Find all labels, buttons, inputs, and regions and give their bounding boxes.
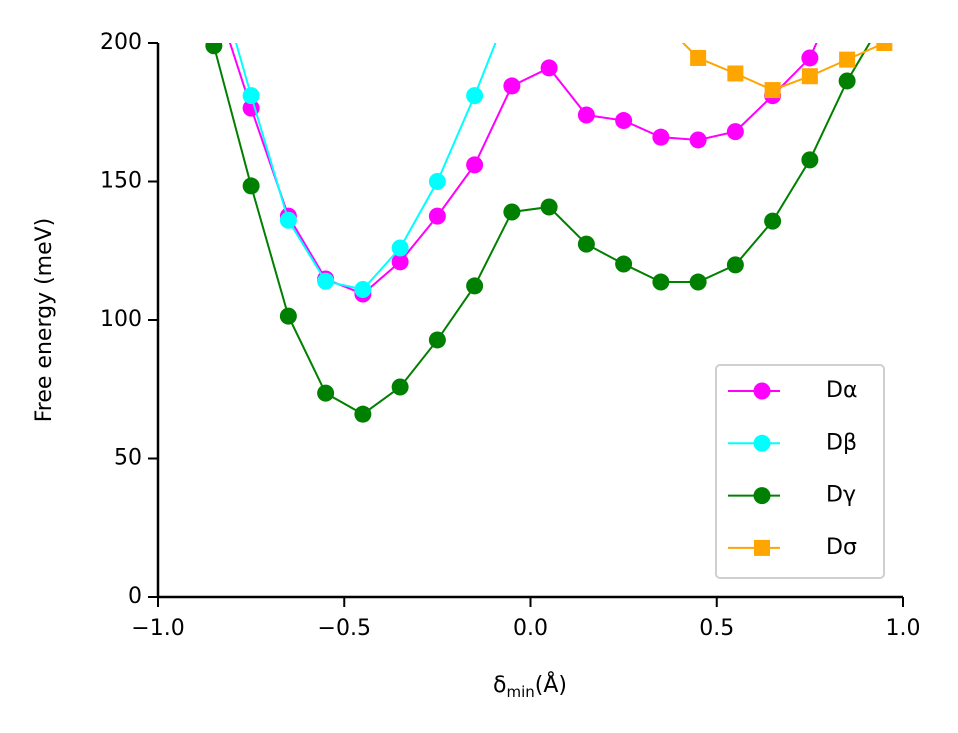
data-point (652, 273, 670, 291)
legend-label: Dβ (826, 430, 857, 455)
data-point (391, 239, 409, 257)
y-tick-label: 150 (100, 169, 142, 194)
data-point (279, 211, 297, 229)
data-point (242, 177, 260, 195)
data-point (317, 384, 335, 402)
data-point (354, 405, 372, 423)
data-point (764, 212, 782, 230)
x-tick-label: 0.5 (699, 616, 734, 641)
data-point (205, 43, 223, 55)
data-point (577, 106, 595, 124)
series-line (212, 43, 871, 416)
data-point (876, 43, 893, 51)
data-point (540, 198, 558, 216)
x-axis-label: δmin(Å) (493, 671, 567, 701)
data-point (652, 128, 670, 146)
legend-marker (754, 539, 770, 556)
data-point (428, 173, 446, 190)
legend-marker (753, 434, 771, 452)
data-point (466, 87, 484, 105)
series-line (235, 43, 497, 291)
data-point (689, 131, 707, 149)
data-point (391, 378, 409, 396)
x-tick-label: 1.0 (886, 616, 921, 641)
data-point (466, 277, 484, 295)
data-point (428, 207, 446, 225)
x-tick-label: −0.5 (318, 616, 371, 641)
y-axis-label: Free energy (meV) (32, 218, 57, 423)
legend-marker (753, 487, 771, 505)
plot-area (205, 0, 893, 423)
data-point (727, 65, 744, 82)
legend-label: Dσ (826, 535, 857, 560)
data-point (876, 10, 893, 27)
data-point (801, 49, 819, 67)
data-point (615, 112, 633, 130)
data-point (428, 331, 446, 349)
data-point (205, 0, 222, 2)
data-point (801, 68, 818, 85)
data-point (540, 59, 558, 77)
y-tick-label: 0 (128, 584, 142, 609)
y-tick-label: 200 (100, 30, 142, 55)
data-point (577, 235, 595, 253)
legend-label: Dγ (826, 483, 856, 508)
series-line (228, 43, 818, 296)
data-point (726, 256, 744, 274)
x-label-base: δ (493, 673, 506, 698)
x-label-rest: (Å) (535, 671, 567, 698)
data-point (690, 49, 707, 66)
x-label-sub: min (506, 683, 534, 701)
legend-marker (753, 382, 771, 400)
data-point (466, 156, 484, 174)
data-point (503, 0, 520, 10)
x-tick-label: −1.0 (131, 616, 184, 641)
y-tick-label: 100 (100, 307, 142, 332)
data-point (242, 87, 260, 105)
data-point (279, 307, 297, 325)
data-point (503, 77, 521, 95)
data-point (839, 51, 856, 68)
data-point (615, 255, 633, 273)
data-point (354, 281, 372, 299)
data-point (764, 82, 781, 99)
data-point (801, 151, 819, 169)
data-point (391, 253, 409, 271)
data-point (653, 13, 669, 29)
x-tick-label: 0.0 (513, 616, 548, 641)
data-point (317, 272, 335, 290)
data-point (503, 203, 521, 221)
legend-box (715, 364, 885, 579)
data-point (726, 123, 744, 141)
data-point (689, 273, 707, 291)
legend-label: Dα (826, 378, 857, 403)
data-point (838, 72, 856, 90)
y-tick-label: 50 (114, 446, 142, 471)
